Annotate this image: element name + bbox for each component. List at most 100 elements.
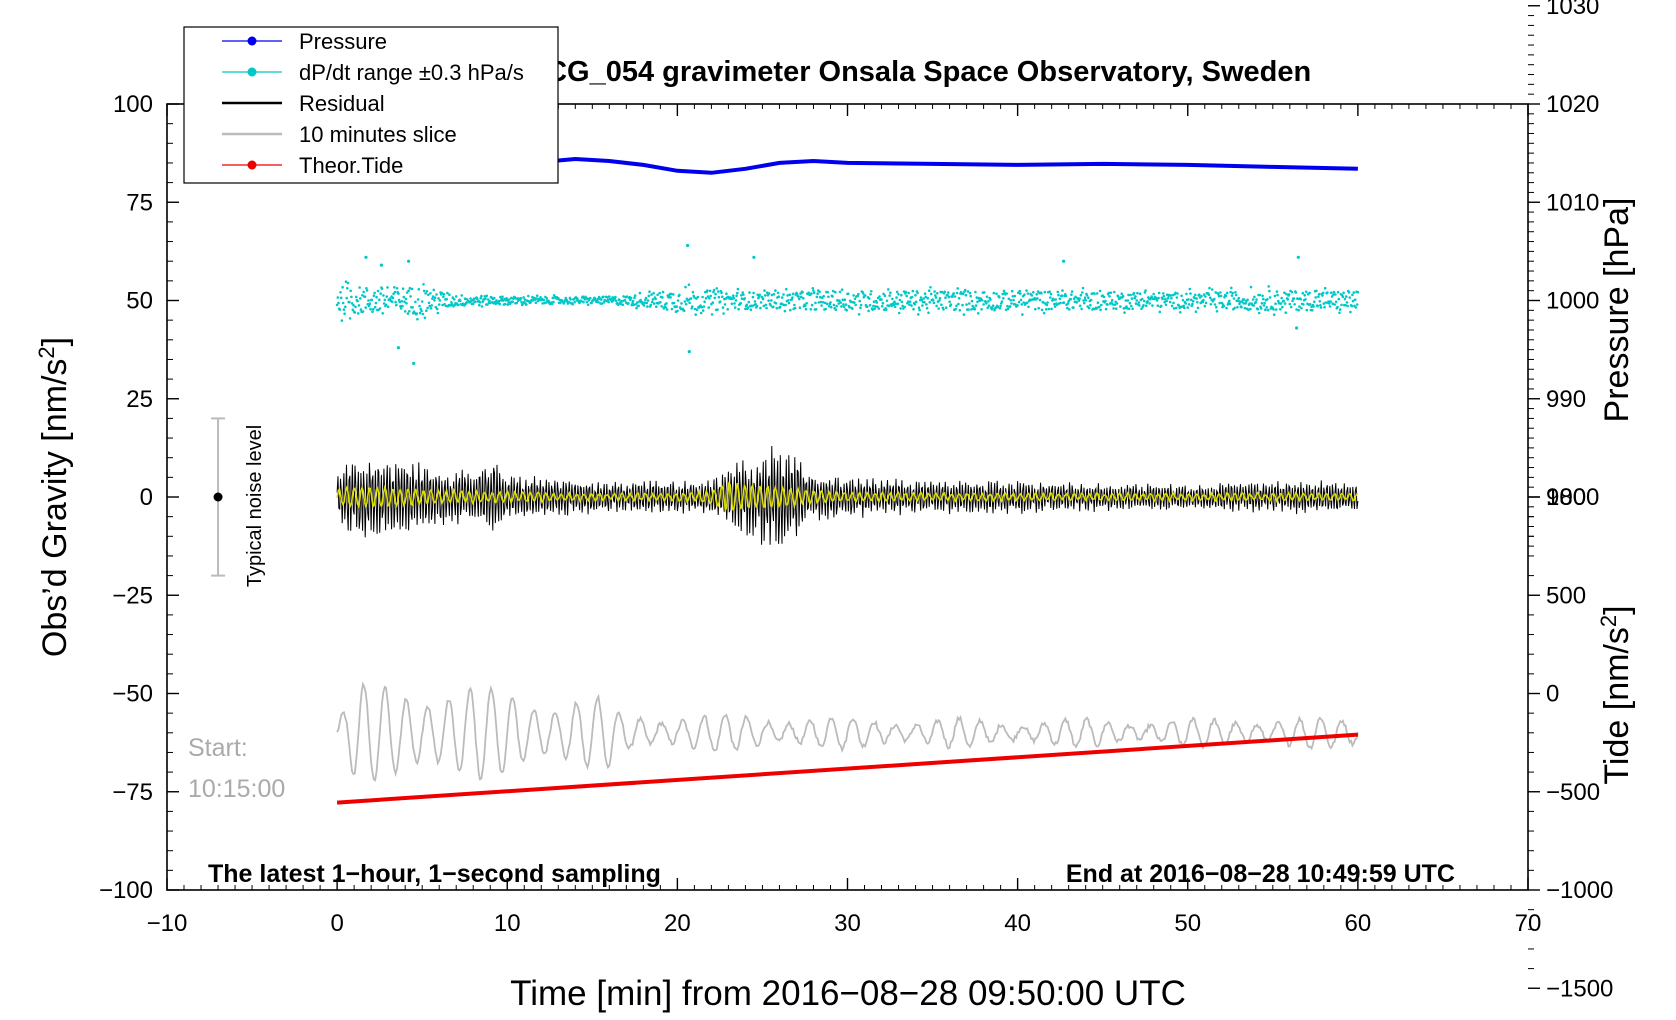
dpdt-point	[1341, 295, 1345, 299]
dpdt-point	[1089, 298, 1093, 302]
dpdt-point	[353, 311, 357, 314]
dpdt-point	[942, 308, 945, 311]
tide-tick-label: −500	[1546, 779, 1600, 806]
dpdt-point	[714, 292, 717, 296]
dpdt-point	[1272, 308, 1275, 311]
dpdt-point	[699, 304, 702, 307]
dpdt-point	[980, 299, 984, 302]
dpdt-point	[804, 304, 807, 308]
dpdt-point	[1262, 304, 1266, 307]
dpdt-point	[474, 300, 477, 304]
dpdt-point	[852, 294, 855, 297]
dpdt-point	[423, 316, 427, 320]
dpdt-point	[675, 305, 678, 308]
dpdt-point	[1231, 291, 1234, 295]
dpdt-point	[772, 305, 775, 309]
dpdt-point	[354, 295, 358, 299]
dpdt-point	[416, 317, 419, 321]
dpdt-point	[365, 289, 369, 292]
dpdt-point	[955, 304, 958, 308]
dpdt-point	[1104, 307, 1108, 311]
dpdt-point	[985, 302, 988, 305]
dpdt-point	[1187, 298, 1190, 301]
dpdt-point	[947, 295, 951, 299]
dpdt-point	[893, 305, 897, 309]
dpdt-point	[445, 297, 449, 301]
dpdt-point	[629, 298, 632, 302]
dpdt-point	[767, 292, 771, 295]
dpdt-point	[928, 301, 932, 304]
dpdt-point	[637, 304, 640, 308]
dpdt-point	[1313, 300, 1316, 304]
dpdt-point	[693, 307, 697, 311]
legend-label: Pressure	[299, 29, 387, 54]
dpdt-point	[460, 294, 464, 297]
dpdt-point	[401, 287, 405, 291]
dpdt-point	[390, 300, 394, 304]
dpdt-point	[922, 297, 925, 300]
noise-bar-center	[213, 492, 223, 502]
dpdt-point	[795, 292, 799, 296]
dpdt-point	[1350, 304, 1354, 308]
dpdt-point	[357, 304, 361, 307]
dpdt-point	[716, 308, 719, 311]
dpdt-point	[1268, 289, 1271, 293]
dpdt-point	[763, 294, 767, 297]
dpdt-point	[1238, 302, 1241, 306]
dpdt-point	[723, 303, 727, 306]
dpdt-point	[1100, 303, 1103, 307]
dpdt-point	[712, 288, 716, 292]
dpdt-point	[654, 297, 657, 301]
dpdt-point	[1275, 290, 1279, 293]
dpdt-point	[650, 293, 653, 296]
dpdt-point	[750, 304, 754, 308]
dpdt-point	[1161, 297, 1164, 301]
dpdt-point	[422, 289, 426, 293]
dpdt-point	[1273, 294, 1277, 298]
dpdt-point	[1337, 297, 1341, 301]
dpdt-point	[340, 319, 344, 322]
dpdt-point	[842, 305, 846, 309]
dpdt-point	[506, 303, 510, 306]
dpdt-point	[650, 300, 654, 304]
dpdt-point	[987, 304, 991, 308]
dpdt-point	[822, 294, 825, 298]
dpdt-point	[1107, 291, 1111, 295]
dpdt-point	[931, 298, 935, 302]
dpdt-point	[589, 296, 592, 300]
dpdt-point	[789, 308, 792, 312]
dpdt-point	[812, 289, 815, 293]
dpdt-point	[1142, 299, 1146, 303]
dpdt-point	[1349, 310, 1352, 314]
y-axis-label-pressure: Pressure [hPa]	[1598, 198, 1636, 423]
dpdt-point	[420, 300, 424, 303]
dpdt-point	[1134, 295, 1137, 298]
dpdt-point	[341, 286, 344, 289]
dpdt-point	[1351, 293, 1354, 297]
dpdt-point	[1025, 289, 1028, 292]
dpdt-point	[973, 307, 977, 311]
dpdt-point	[730, 302, 734, 306]
dpdt-point	[378, 298, 381, 302]
dpdt-point	[702, 305, 706, 308]
dpdt-point	[434, 305, 438, 309]
dpdt-point	[1277, 299, 1280, 303]
dpdt-point	[436, 311, 440, 315]
dpdt-point	[872, 300, 876, 304]
dpdt-point	[1157, 291, 1161, 295]
dpdt-point	[1027, 305, 1030, 309]
dpdt-point	[374, 301, 378, 305]
dpdt-point	[974, 290, 977, 294]
dpdt-point	[752, 291, 755, 295]
dpdt-point	[597, 300, 600, 304]
dpdt-point	[658, 291, 661, 295]
tide-line	[336, 732, 1359, 805]
dpdt-point	[881, 302, 885, 305]
dpdt-point	[937, 307, 940, 310]
dpdt-point	[1068, 308, 1071, 311]
chart-title: SCG_054 gravimeter Onsala Space Observat…	[527, 56, 1311, 88]
dpdt-point	[895, 290, 899, 294]
dpdt-point	[1228, 302, 1232, 306]
dpdt-point	[920, 298, 923, 302]
dpdt-point	[825, 302, 829, 306]
